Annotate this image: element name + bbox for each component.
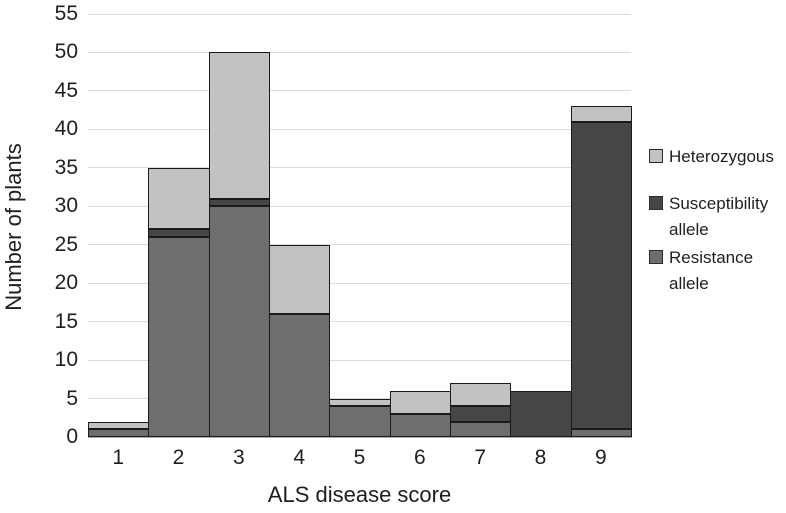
y-axis-tick-label: 55: [54, 2, 78, 25]
bar-segment-heterozygous-score-1: [88, 421, 150, 430]
bar-segment-resistance-allele-score-7: [450, 421, 512, 437]
x-axis-tick-label: 1: [112, 446, 124, 469]
bar-segment-susceptibility-allele-score-9: [570, 121, 632, 430]
legend-item-heterozygous: Heterozygous: [649, 144, 774, 170]
bar-segment-heterozygous-score-9: [570, 106, 632, 122]
x-axis-tick-label: 9: [594, 446, 607, 469]
bar-segment-heterozygous-score-2: [148, 167, 210, 230]
x-axis-tick-label: 8: [534, 446, 547, 469]
bar-segment-resistance-allele-score-3: [208, 206, 270, 437]
x-axis-tick-label: 4: [293, 446, 305, 469]
gridline: [88, 167, 631, 169]
legend-item-resistance-allele: Resistance allele: [649, 245, 781, 297]
gridline: [88, 244, 631, 246]
bar-segment-susceptibility-allele-score-7: [450, 406, 512, 422]
y-axis-tick-label: 50: [54, 40, 78, 64]
y-axis-tick-label: 30: [54, 194, 78, 218]
bar-segment-susceptibility-allele-score-8: [510, 390, 572, 437]
gridline: [88, 282, 631, 284]
gridline: [88, 128, 631, 130]
gridline: [88, 398, 631, 400]
y-axis-tick-label: 5: [66, 386, 78, 410]
y-axis-tick-label: 40: [54, 117, 78, 141]
gridline: [88, 90, 631, 92]
x-axis-tick-label: 5: [353, 446, 366, 469]
bar-segment-susceptibility-allele-score-2: [148, 229, 210, 238]
bar-segment-resistance-allele-score-4: [269, 313, 331, 437]
legend-label: Heterozygous: [669, 147, 774, 166]
gridline: [88, 321, 631, 323]
legend-item-susceptibility-allele: Susceptibility allele: [649, 191, 781, 243]
gridline: [88, 205, 631, 207]
bar-segment-susceptibility-allele-score-3: [208, 198, 270, 207]
x-axis-line: [88, 436, 632, 438]
y-axis-tick-label: 0: [66, 425, 78, 448]
x-axis-title: ALS disease score: [267, 482, 452, 507]
y-axis-tick-label: 10: [54, 348, 78, 372]
x-axis-tick-label: 6: [413, 446, 426, 469]
gridline: [88, 51, 631, 53]
bar-segment-heterozygous-score-7: [450, 383, 512, 407]
bar-segment-heterozygous-score-6: [389, 390, 451, 414]
bar-segment-resistance-allele-score-5: [329, 406, 391, 437]
legend-swatch-resistance-icon: [649, 250, 663, 264]
bar-segment-heterozygous-score-4: [269, 244, 331, 314]
x-axis-tick-label: 7: [474, 446, 486, 469]
y-axis-tick-label: 45: [54, 78, 78, 102]
y-axis-tick-label: 20: [54, 271, 78, 295]
bar-segment-heterozygous-score-3: [208, 52, 270, 199]
plot-area: [88, 13, 632, 437]
y-axis-tick-label: 15: [54, 309, 78, 333]
gridline: [88, 13, 631, 15]
y-axis-tick-label: 25: [54, 232, 78, 256]
legend-swatch-heterozygous-icon: [649, 149, 663, 163]
x-axis-tick-label: 2: [172, 446, 185, 469]
x-axis-tick-label: 3: [232, 446, 245, 469]
gridline: [88, 359, 631, 361]
legend-label: Susceptibility allele: [669, 194, 769, 239]
bar-segment-resistance-allele-score-2: [148, 237, 210, 437]
bar-segment-resistance-allele-score-6: [389, 413, 451, 437]
bar-segment-heterozygous-score-5: [329, 398, 391, 407]
legend-label: Resistance allele: [669, 248, 754, 293]
y-axis-tick-label: 35: [54, 155, 78, 179]
legend-swatch-susceptibility-icon: [649, 196, 663, 210]
